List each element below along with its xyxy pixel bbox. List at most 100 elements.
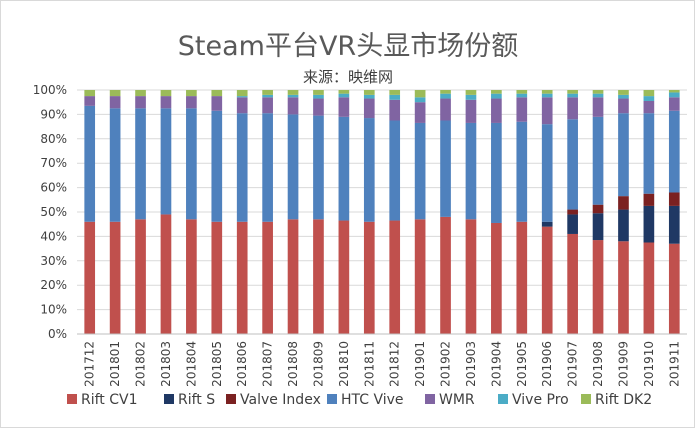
x-axis: 201712 201801 201802 201803 201804 201805 2018… [77, 333, 687, 387]
x-tick-label: 201801 [108, 341, 122, 387]
bar-segment [465, 99, 477, 123]
bar-segment [592, 240, 604, 334]
legend-label: WMR [439, 392, 475, 408]
bar-segment [567, 97, 578, 120]
bar-segment [262, 221, 273, 334]
legend-label: Rift DK2 [595, 392, 652, 408]
bar-segment [567, 214, 578, 234]
x-tick-label: 201803 [159, 341, 173, 387]
bar-segment [643, 242, 655, 334]
bar-segment [84, 105, 96, 222]
bar-segment [313, 98, 324, 116]
legend-label: Vive Pro [512, 392, 569, 408]
x-tick-label: 201904 [489, 341, 503, 387]
bar-segment [668, 205, 680, 244]
bar-segment [363, 90, 375, 95]
bar-segment [109, 90, 121, 97]
bar-segment [491, 222, 502, 334]
legend-label: HTC Vive [341, 392, 404, 408]
bar-segment [618, 90, 629, 95]
bar-segment [643, 193, 655, 206]
x-tick-label: 201908 [591, 341, 605, 387]
bar-segment [643, 113, 655, 194]
y-tick-label: 60% [40, 181, 67, 195]
bar-segment [491, 98, 502, 123]
legend-label: Rift S [178, 392, 215, 408]
x-tick-label: 201805 [210, 341, 224, 387]
legend-label: Rift CV1 [81, 392, 138, 408]
bar-segment [363, 221, 375, 334]
bar-segment [109, 221, 121, 334]
bar-segment [313, 94, 324, 99]
bar-segment [287, 90, 299, 95]
x-tick-label: 201806 [235, 341, 249, 387]
bar-segment [363, 94, 375, 99]
x-tick-label: 201807 [261, 341, 275, 387]
bar-segment [160, 214, 172, 334]
legend-swatch [226, 394, 236, 404]
bar-segment [389, 94, 401, 100]
bar-segment [668, 90, 680, 93]
bar-segment [414, 122, 426, 220]
x-tick-label: 201812 [388, 341, 402, 387]
bar-segment [592, 93, 604, 98]
bar-segment [262, 94, 273, 98]
x-tick-label: 201811 [362, 341, 376, 387]
bar-segment [541, 221, 553, 227]
bar-segment [186, 219, 197, 334]
x-tick-label: 201902 [439, 341, 453, 387]
x-tick-label: 201911 [667, 341, 681, 387]
bar-segment [618, 113, 629, 197]
bar-segment [236, 221, 248, 334]
bar-segment [84, 221, 96, 334]
bar-segment [236, 97, 248, 114]
legend-swatch [498, 394, 508, 404]
bar-segment [465, 122, 477, 220]
bar-segment [668, 97, 680, 111]
bar-segment [363, 98, 375, 119]
bar-segment [160, 108, 172, 215]
legend-swatch [425, 394, 435, 404]
bar-segment [414, 90, 426, 98]
bar-segment [287, 114, 299, 220]
bar-segment [262, 113, 273, 222]
bar-segment [84, 96, 96, 106]
bar-segment [618, 94, 629, 99]
x-tick-label: 201905 [515, 341, 529, 387]
bar-segment [541, 97, 553, 125]
bar-segment [592, 97, 604, 117]
bar-segment [109, 108, 121, 222]
legend-label: Valve Index [240, 392, 321, 408]
bar-segment [109, 96, 121, 109]
bar-segment [236, 90, 248, 97]
bar-segment [287, 219, 299, 334]
bar-segment [160, 96, 172, 109]
bar-segment [389, 120, 401, 221]
bar-segment [236, 113, 248, 222]
bar-segment [211, 110, 223, 222]
gridlines [77, 89, 687, 335]
y-tick-label: 80% [40, 132, 67, 146]
bar-segment [567, 119, 578, 210]
bar-segment [516, 221, 528, 334]
legend: Rift CV1 Rift S Valve Index HTC Vive WMR Vive… [67, 392, 652, 408]
bar-segment [313, 90, 324, 95]
bar-segment [211, 90, 223, 97]
bar-segment [338, 97, 350, 117]
bar-segment [491, 90, 502, 94]
bar-segment [465, 90, 477, 95]
bar-segment [618, 241, 629, 334]
bar-segment [567, 233, 578, 334]
y-tick-label: 50% [40, 205, 67, 219]
x-tick-label: 201906 [540, 341, 554, 387]
bar-segment [516, 90, 528, 94]
bar-segment [389, 99, 401, 121]
x-tick-label: 201901 [413, 341, 427, 387]
x-tick-label: 201910 [642, 341, 656, 387]
bar-segment [186, 90, 197, 97]
bar-segment [135, 108, 146, 220]
x-tick-label: 201903 [464, 341, 478, 387]
y-tick-label: 100% [33, 83, 67, 97]
